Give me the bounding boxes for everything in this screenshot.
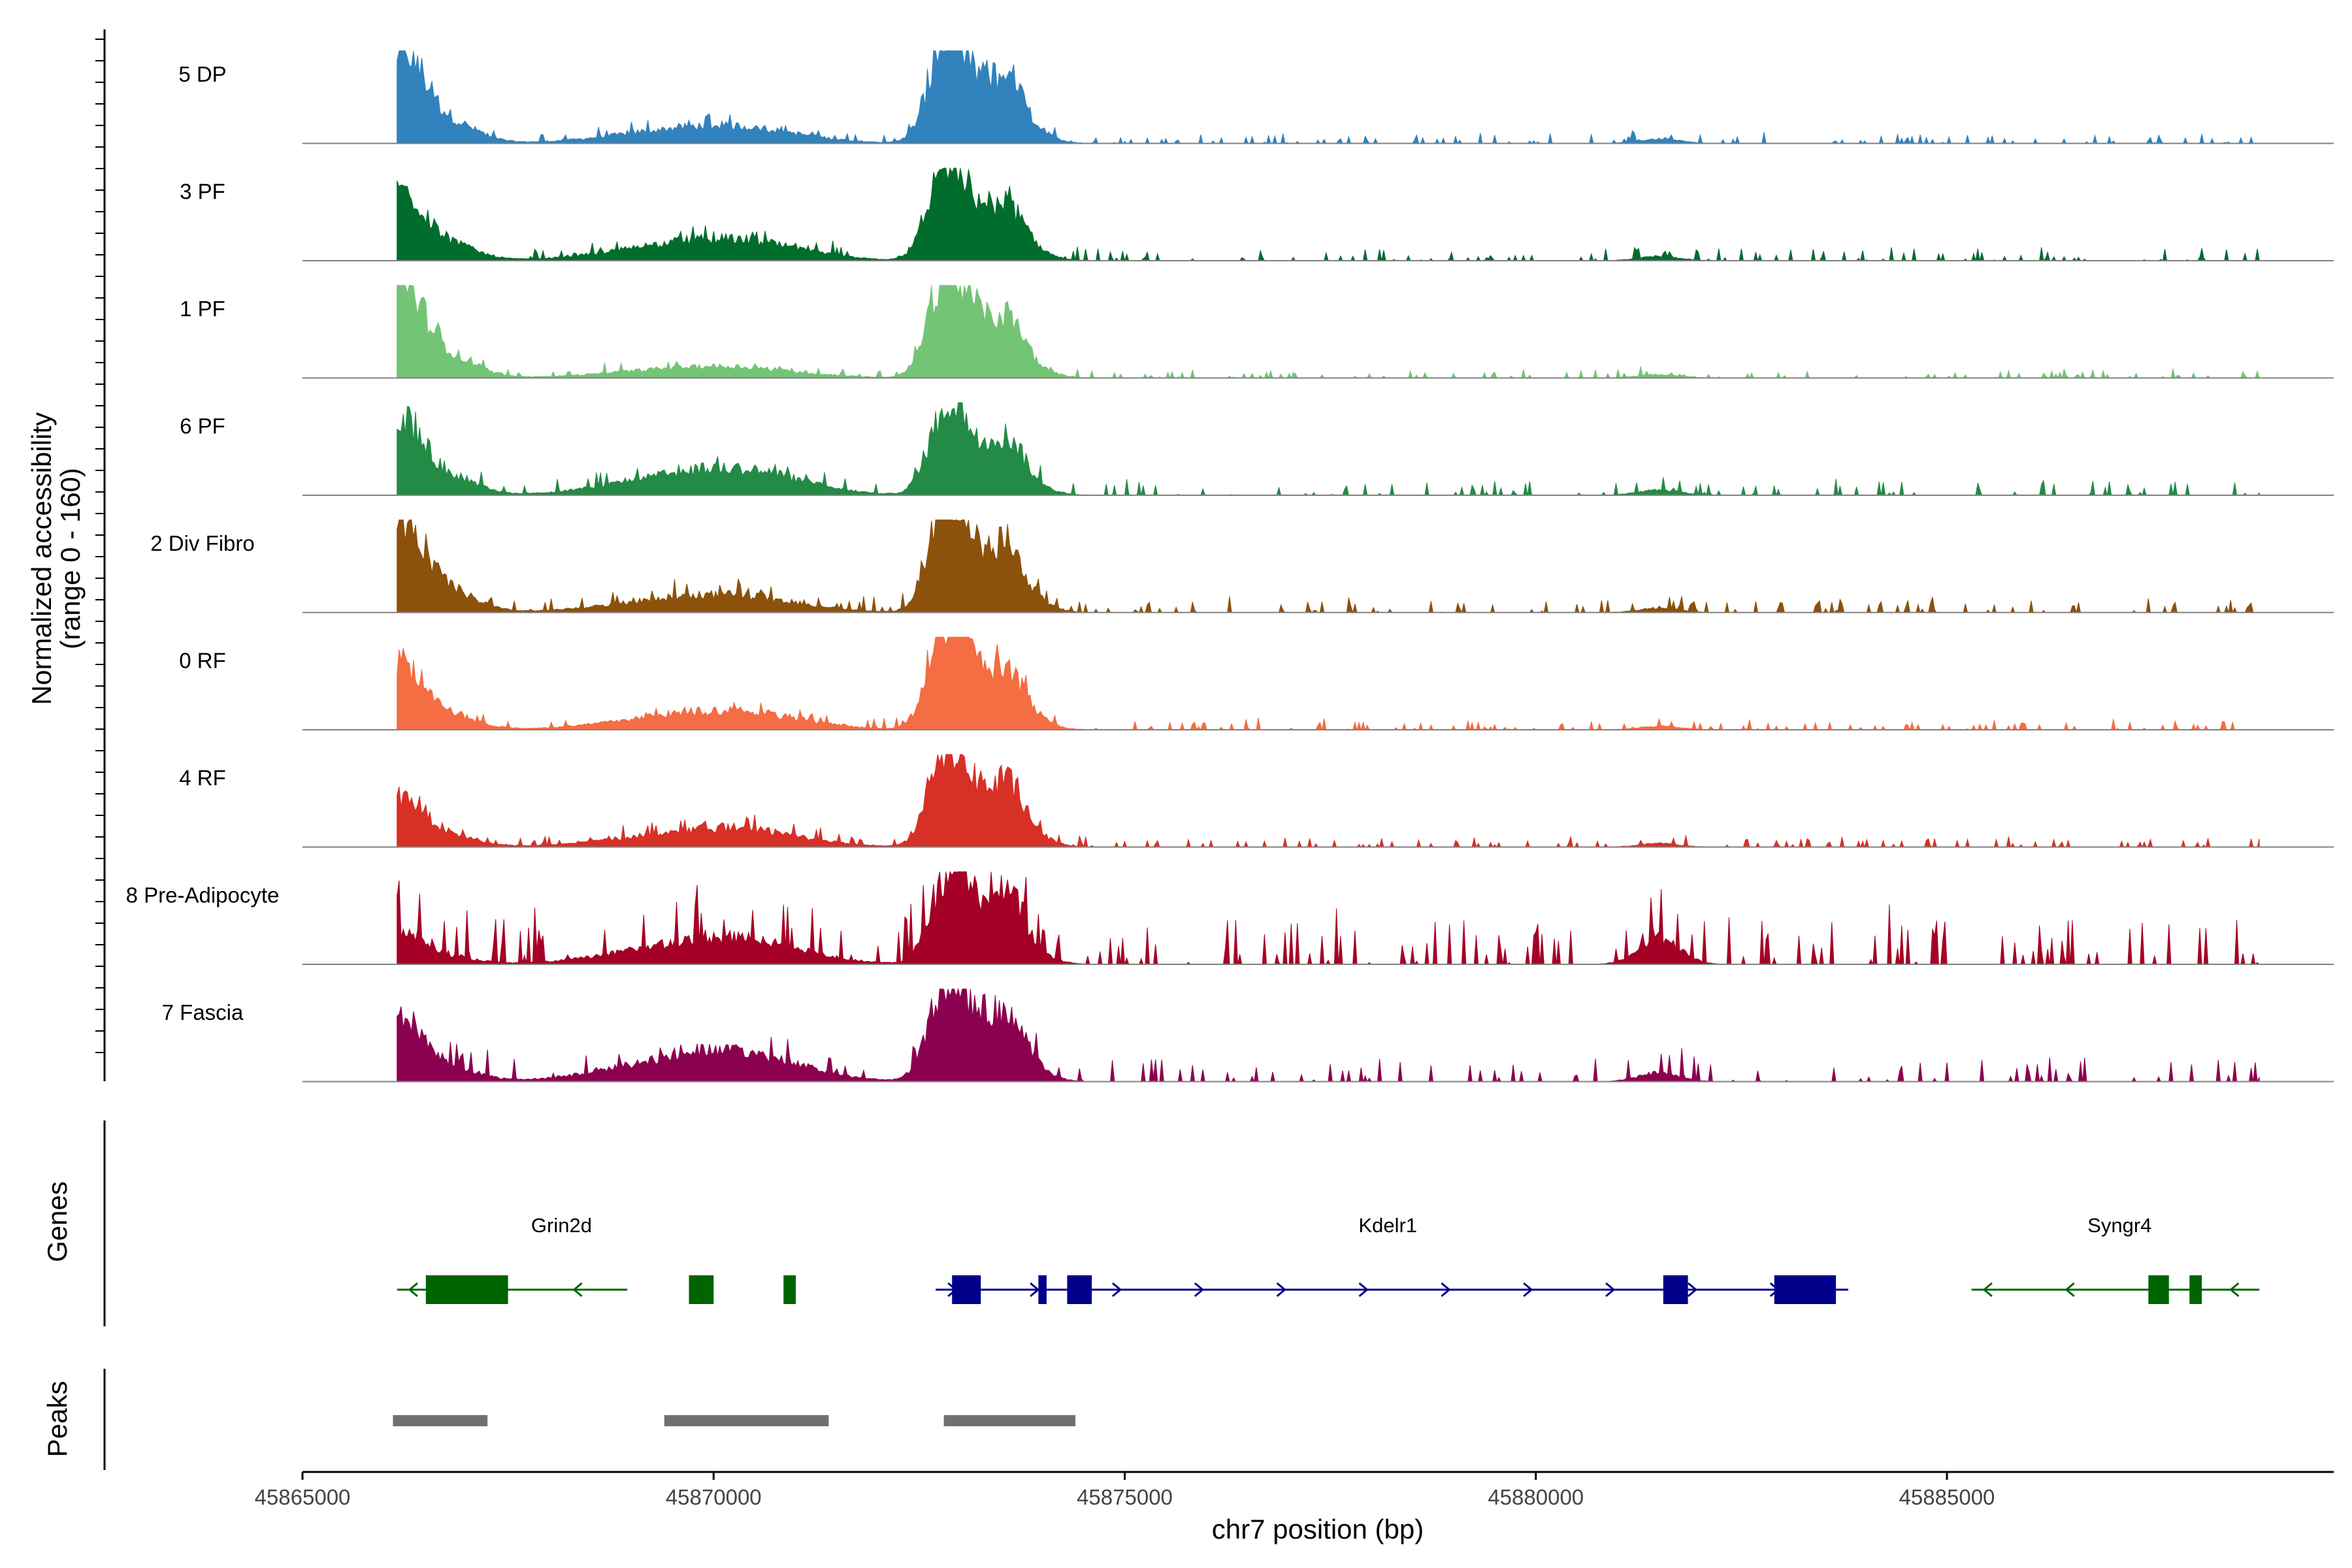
track-label: 0 RF	[179, 648, 226, 672]
strand-arrow	[1111, 1282, 1122, 1298]
x-tick-label: 45885000	[1899, 1485, 1995, 1509]
peak-bars	[393, 1415, 1075, 1426]
peaks-panel-label: Peaks	[42, 1381, 73, 1458]
gene-label: Syngr4	[2087, 1214, 2151, 1237]
strand-arrow	[1982, 1282, 1993, 1298]
x-tick-label: 45865000	[255, 1485, 351, 1509]
gene-syngr4: Syngr4	[1971, 1214, 2260, 1304]
strand-arrow	[1605, 1282, 1616, 1298]
x-axis-title: chr7 position (bp)	[1212, 1514, 1424, 1544]
strand-arrow	[1441, 1282, 1451, 1298]
strand-arrow	[2065, 1282, 2075, 1298]
coverage-tracks: 5 DP 3 PF 1 PF 6 PF 2 Div Fibro 0 RF 4 RF 8 Pre…	[126, 50, 2334, 1083]
genes-panel-label: Genes	[42, 1181, 73, 1262]
exon	[783, 1275, 796, 1304]
coverage-area	[397, 870, 2261, 966]
track-label: 4 RF	[179, 766, 226, 790]
exon	[1038, 1275, 1047, 1304]
track-1: 5 DP	[178, 50, 2334, 145]
exon	[425, 1275, 508, 1304]
strand-arrow	[572, 1282, 583, 1298]
x-tick-label: 45870000	[666, 1485, 762, 1509]
track-label: 1 PF	[180, 297, 225, 321]
gene-kdelr1: Kdelr1	[936, 1214, 1848, 1304]
strand-arrow	[1276, 1282, 1286, 1298]
strand-arrow	[1358, 1282, 1369, 1298]
track-6: 0 RF	[179, 636, 2334, 731]
track-label: 2 Div Fibro	[150, 531, 255, 555]
strand-arrow	[2229, 1282, 2240, 1298]
track-2: 3 PF	[180, 167, 2334, 262]
peak-bar	[943, 1415, 1075, 1426]
coverage-area	[397, 519, 2260, 614]
track-3: 1 PF	[180, 285, 2334, 380]
track-5: 2 Div Fibro	[150, 519, 2334, 614]
coverage-area	[397, 754, 2260, 849]
exon	[2189, 1275, 2202, 1304]
track-9: 7 Fascia	[162, 987, 2334, 1083]
gene-label: Kdelr1	[1358, 1214, 1417, 1237]
strand-arrow	[408, 1282, 418, 1298]
track-label: 5 DP	[178, 62, 226, 86]
gene-label: Grin2d	[531, 1214, 592, 1237]
exon	[1067, 1275, 1092, 1304]
y-axis-title: Normalized accessibility	[26, 412, 57, 705]
exon	[2148, 1275, 2169, 1304]
y-axis-subtitle: (range 0 - 160)	[55, 468, 86, 649]
peak-bar	[664, 1415, 829, 1426]
track-4: 6 PF	[180, 402, 2334, 497]
track-7: 4 RF	[179, 754, 2334, 849]
x-tick-label: 45875000	[1077, 1485, 1173, 1509]
strand-arrow	[1523, 1282, 1533, 1298]
track-label: 7 Fascia	[162, 1000, 244, 1024]
exon	[952, 1275, 981, 1304]
x-axis-ticks: 45865000 45870000 45875000 45880000 45885000	[255, 1472, 1995, 1509]
track-label: 8 Pre-Adipocyte	[126, 883, 280, 907]
x-tick-label: 45880000	[1488, 1485, 1584, 1509]
exon	[1774, 1275, 1837, 1304]
coverage-y-ticks	[95, 39, 105, 1053]
exon	[689, 1275, 714, 1304]
strand-arrow	[1030, 1282, 1040, 1298]
coverage-area	[397, 636, 2260, 731]
coverage-area	[397, 167, 2260, 262]
gene-models: Grin2d Kdelr1 Syngr4	[397, 1214, 2260, 1304]
track-label: 3 PF	[180, 179, 225, 203]
track-8: 8 Pre-Adipocyte	[126, 870, 2334, 966]
track-label: 6 PF	[180, 414, 225, 438]
strand-arrow	[1687, 1282, 1698, 1298]
coverage-area	[397, 50, 2260, 145]
strand-arrow	[1194, 1282, 1205, 1298]
exon	[1663, 1275, 1688, 1304]
peak-bar	[393, 1415, 488, 1426]
gene-grin2d: Grin2d	[397, 1214, 796, 1304]
coverage-area	[397, 285, 2260, 380]
coverage-area	[397, 402, 2260, 497]
coverage-area	[397, 987, 2260, 1083]
